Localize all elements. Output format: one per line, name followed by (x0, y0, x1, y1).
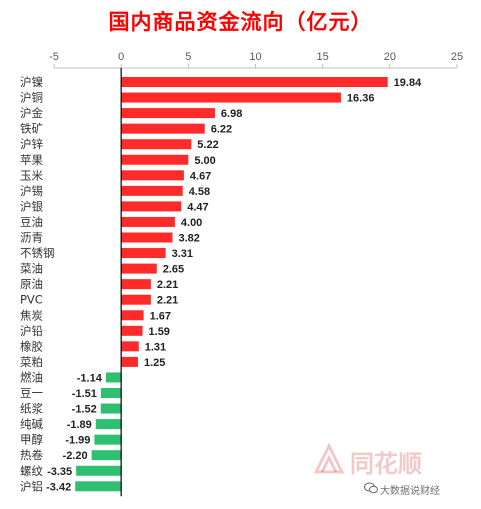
value-label: -2.20 (63, 450, 88, 462)
x-tick-label: 10 (249, 51, 261, 63)
value-label: -1.99 (65, 435, 90, 447)
bar (121, 108, 215, 119)
category-label: 燃油 (20, 370, 43, 384)
value-label: -1.52 (72, 404, 97, 416)
category-label: 沪铝 (20, 479, 43, 493)
value-label: 2.65 (163, 264, 184, 276)
value-label: 4.47 (187, 201, 208, 213)
value-label: 19.84 (394, 77, 422, 89)
bar (121, 154, 189, 165)
category-label: 沪铅 (20, 324, 43, 338)
category-label: 沪金 (20, 106, 43, 120)
x-axis: -5 0 5 10 15 20 25 (49, 51, 463, 69)
category-label: 纸浆 (20, 402, 43, 416)
category-label: 甲醇 (20, 433, 43, 447)
category-label: 沪锌 (20, 137, 43, 151)
value-label: 4.58 (189, 186, 210, 198)
category-label: 菜粕 (20, 355, 43, 369)
bar (121, 248, 166, 259)
category-label: 纯碱 (20, 417, 43, 431)
chart-title: 国内商品资金流向（亿元） (108, 10, 373, 34)
category-label: 橡胶 (20, 339, 43, 353)
category-label: 沪铜 (20, 91, 43, 105)
value-label: 1.59 (149, 326, 170, 338)
x-tick-label: 15 (317, 51, 329, 63)
bar (76, 465, 122, 476)
value-label: 2.21 (157, 279, 178, 291)
bar (121, 92, 341, 103)
value-label: -1.51 (72, 388, 97, 400)
category-label: 沪银 (20, 199, 43, 213)
x-tick-label: 5 (185, 51, 191, 63)
bar (100, 403, 122, 414)
category-label: PVC (20, 293, 43, 307)
bar (121, 356, 138, 367)
value-label: 5.22 (197, 139, 218, 151)
category-label: 螺纹 (20, 464, 43, 478)
x-tick-label: 20 (384, 51, 396, 63)
category-label: 焦炭 (20, 308, 43, 322)
category-label: 沥青 (20, 231, 43, 245)
value-label: 1.25 (144, 357, 165, 369)
category-label: 沪镍 (20, 75, 43, 89)
category-label: 不锈钢 (20, 246, 55, 260)
value-label: 2.21 (157, 295, 178, 307)
bar (121, 325, 143, 336)
value-label: 6.98 (221, 108, 242, 120)
bar (100, 388, 122, 398)
bar (121, 77, 388, 87)
value-label: -1.89 (67, 419, 92, 431)
bar (121, 123, 205, 134)
bar (95, 419, 122, 430)
value-label: -3.35 (47, 466, 72, 478)
bar (121, 341, 139, 352)
x-tick-label: -5 (49, 51, 59, 63)
bar (121, 310, 144, 321)
value-label: 5.00 (194, 155, 215, 167)
value-label: -3.42 (46, 481, 71, 493)
bar (121, 216, 175, 227)
bar (105, 372, 122, 383)
bar (121, 170, 184, 181)
value-label: 3.31 (172, 248, 193, 260)
x-tick-label: 0 (118, 51, 124, 63)
bar (121, 139, 192, 150)
bars (75, 68, 388, 497)
labels: 沪镍 19.84 沪铜 16.36 沪金 6.98 铁矿 6.22 沪锌 5.22 苹果 5.00 玉米… (20, 75, 422, 493)
bar (121, 232, 173, 243)
x-tick-label: 25 (451, 51, 463, 63)
value-label: -1.14 (77, 372, 103, 384)
category-label: 热卷 (20, 448, 43, 462)
value-label: 1.67 (150, 310, 171, 322)
bar (121, 201, 182, 212)
category-label: 菜油 (20, 262, 43, 276)
value-label: 4.00 (181, 217, 202, 229)
value-label: 16.36 (347, 93, 375, 105)
value-label: 3.82 (178, 233, 199, 245)
bar (121, 279, 151, 290)
bar (121, 263, 157, 274)
category-label: 玉米 (20, 168, 43, 182)
category-label: 铁矿 (20, 122, 43, 136)
bar (94, 434, 122, 445)
category-label: 沪锡 (20, 184, 43, 198)
category-label: 原油 (20, 277, 43, 291)
value-label: 1.31 (145, 341, 166, 353)
bar (121, 185, 183, 196)
value-label: 6.22 (211, 124, 232, 136)
bar (91, 450, 122, 461)
category-label: 豆一 (20, 386, 43, 400)
category-label: 苹果 (20, 153, 43, 167)
bar (75, 481, 122, 492)
value-label: 4.67 (190, 170, 211, 182)
category-label: 豆油 (20, 215, 43, 229)
bar (121, 294, 151, 305)
